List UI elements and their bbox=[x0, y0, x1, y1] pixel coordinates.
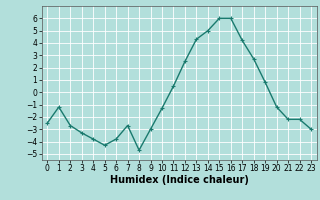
X-axis label: Humidex (Indice chaleur): Humidex (Indice chaleur) bbox=[110, 175, 249, 185]
